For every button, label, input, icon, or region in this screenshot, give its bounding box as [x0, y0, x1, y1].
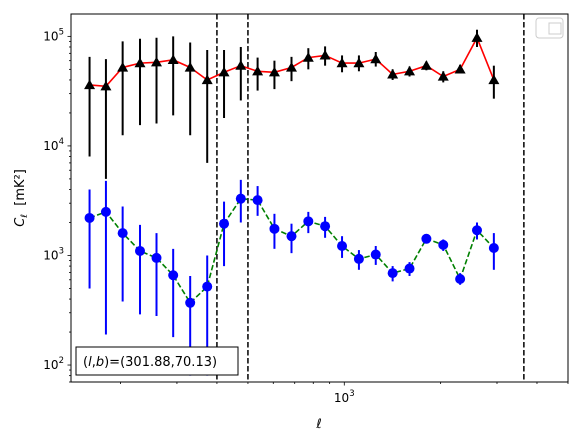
data-point	[336, 57, 348, 68]
data-point	[201, 74, 213, 85]
legend-marker	[548, 22, 562, 35]
data-point	[84, 212, 95, 223]
plot-frame	[70, 13, 569, 383]
data-point	[151, 56, 163, 67]
data-point	[420, 60, 432, 70]
annotation-box	[75, 346, 239, 376]
data-point	[303, 216, 314, 227]
data-point	[471, 32, 483, 42]
data-point	[471, 225, 482, 236]
data-point	[421, 233, 432, 244]
data-point	[218, 66, 230, 77]
data-point	[370, 249, 381, 260]
data-point	[455, 273, 466, 284]
data-point	[437, 71, 449, 81]
plot-area	[71, 14, 568, 382]
data-point	[404, 65, 416, 76]
series-1	[84, 179, 499, 376]
data-point	[438, 239, 449, 250]
data-point	[337, 241, 348, 252]
data-point	[285, 61, 297, 72]
y-tick-label: 103	[43, 246, 64, 262]
series-0	[84, 29, 500, 179]
data-point	[454, 63, 466, 74]
data-point	[202, 281, 213, 292]
y-tick-label: 105	[43, 27, 64, 43]
data-point	[151, 252, 162, 263]
annotation-text: (l,b)=(301.88,70.13)	[83, 355, 217, 370]
data-point	[353, 253, 364, 264]
data-point	[134, 57, 146, 68]
data-point	[168, 270, 179, 281]
data-point	[135, 245, 146, 256]
data-point	[167, 54, 179, 65]
data-point	[184, 61, 196, 72]
data-point	[185, 297, 196, 308]
series-layer	[84, 29, 500, 376]
y-tick-label: 102	[43, 356, 64, 372]
data-point	[353, 57, 365, 68]
data-point	[286, 231, 297, 242]
data-point	[252, 195, 263, 206]
data-point	[268, 66, 280, 77]
data-point	[320, 221, 331, 232]
data-point	[117, 228, 128, 239]
data-point	[319, 49, 331, 60]
data-point	[235, 60, 247, 70]
x-tick-label: 103	[334, 389, 355, 405]
data-point	[404, 263, 415, 274]
y-axis-label: Cℓ [mK²]	[13, 169, 30, 227]
y-axis-ticks: 102 103 104 105	[43, 27, 71, 383]
data-point	[219, 218, 230, 229]
x-axis-label: ℓ	[315, 417, 321, 432]
data-point	[252, 65, 264, 76]
data-point	[387, 268, 398, 279]
data-point	[370, 53, 382, 64]
data-point	[488, 74, 500, 85]
data-point	[387, 68, 399, 79]
y-tick-label: 104	[43, 137, 64, 153]
data-point	[302, 52, 314, 62]
data-point	[117, 61, 129, 72]
data-point	[488, 243, 499, 254]
data-point	[269, 223, 280, 234]
data-point	[84, 79, 96, 90]
data-point	[100, 80, 112, 91]
data-point	[100, 206, 111, 217]
data-point	[235, 193, 246, 204]
